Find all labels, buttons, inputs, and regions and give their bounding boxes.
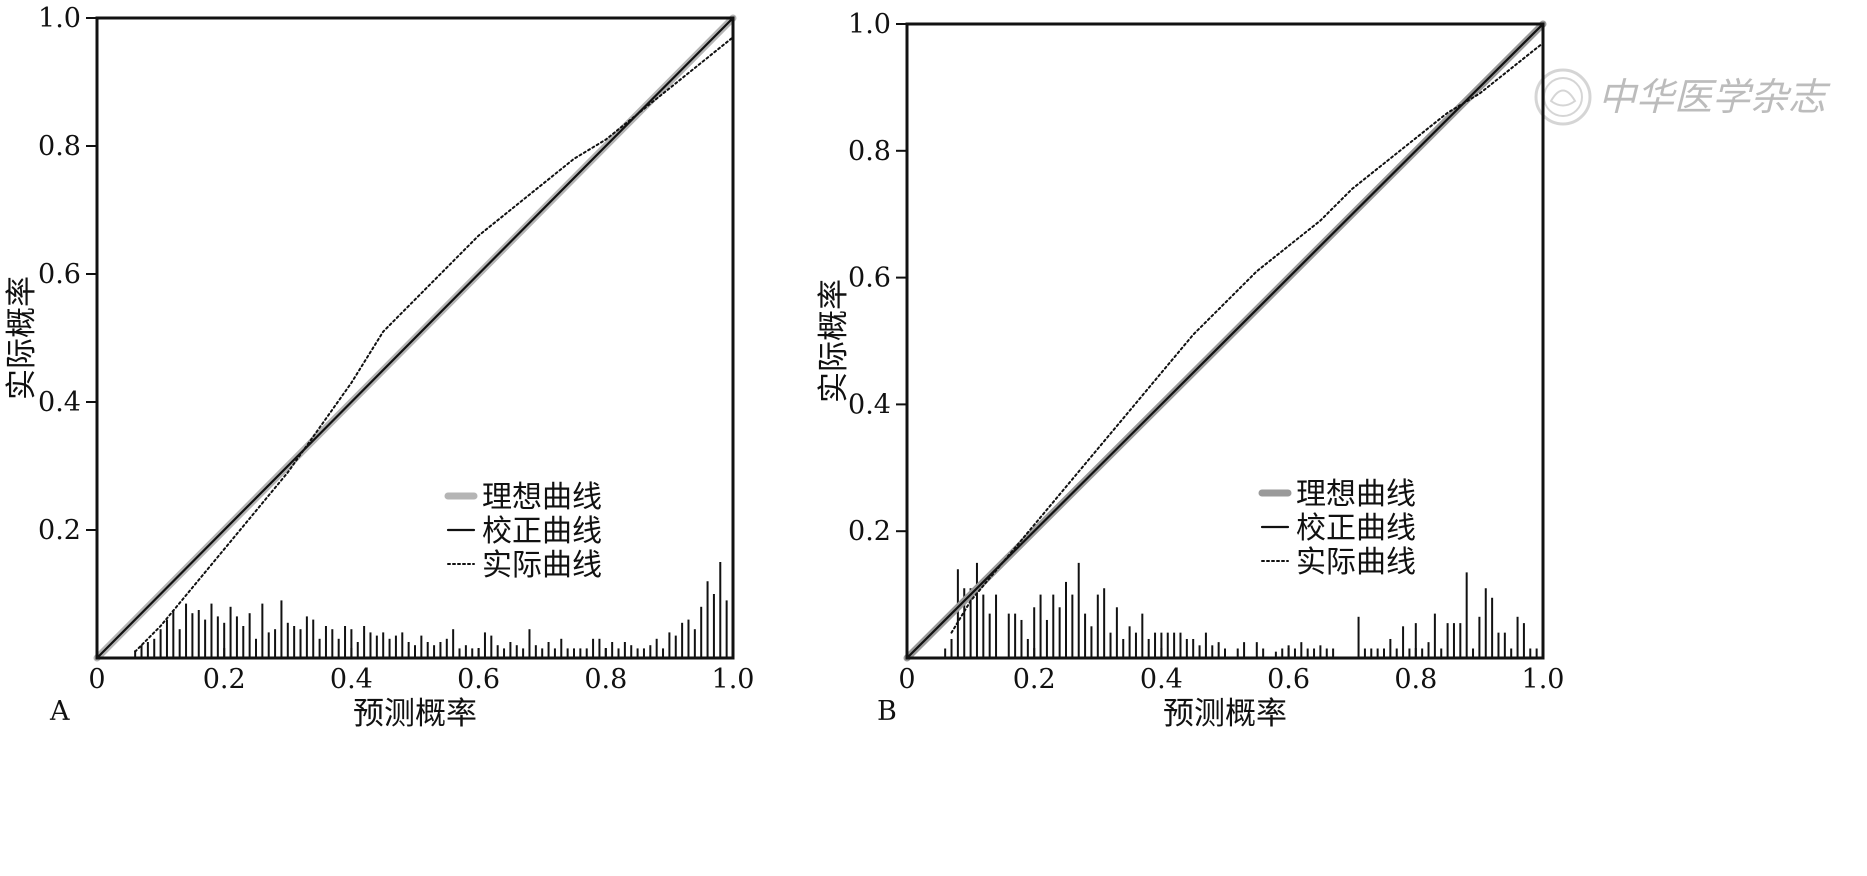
x-axis-label: 预测概率 xyxy=(1163,696,1287,732)
y-tick-label: 0.8 xyxy=(38,131,81,162)
x-tick-label: 0.8 xyxy=(584,664,627,695)
y-tick-label: 0.4 xyxy=(38,387,81,418)
legend-entry: 理想曲线 xyxy=(482,480,602,515)
y-tick-label: 0.8 xyxy=(848,136,891,167)
y-axis-label: 实际概率 xyxy=(4,276,40,400)
legend-entry: 理想曲线 xyxy=(1296,477,1416,512)
plot-frame xyxy=(95,16,735,660)
y-tick-label: 0.6 xyxy=(848,263,891,294)
watermark: 中华医学杂志 xyxy=(1534,68,1831,126)
x-tick-label: 0.4 xyxy=(330,664,373,695)
x-tick-label: 0 xyxy=(88,664,105,695)
series-line-1 xyxy=(905,22,1545,660)
y-tick-label: 0.2 xyxy=(38,515,81,546)
x-tick-label: 0.6 xyxy=(1267,664,1310,695)
x-tick-label: 0.4 xyxy=(1140,664,1183,695)
y-tick-label: 1.0 xyxy=(38,3,81,34)
plot-frame xyxy=(905,22,1545,660)
x-tick-label: 0.8 xyxy=(1394,664,1437,695)
histogram xyxy=(944,562,1538,658)
chart-panel-a: 0 0.2 0.4 0.6 0.8 1.0 0.2 0.4 0.6 0.8 1.0 预测概率 实际概率 A… xyxy=(4,3,754,732)
x-axis-label: 预测概率 xyxy=(353,696,477,732)
x-tick-label: 0.6 xyxy=(457,664,500,695)
x-tick-label: 1.0 xyxy=(1522,664,1565,695)
x-tick-label: 0.2 xyxy=(1013,664,1056,695)
watermark-text: 中华医学杂志 xyxy=(1598,75,1831,119)
legend-entry: 实际曲线 xyxy=(482,548,602,583)
y-tick-label: 0.2 xyxy=(848,516,891,547)
panel-label: B xyxy=(877,696,897,727)
series-line-2 xyxy=(134,36,734,653)
chart-panel-b: 0 0.2 0.4 0.6 0.8 1.0 0.2 0.4 0.6 0.8 1.0 预测概率 实际概率 B… xyxy=(816,9,1564,732)
x-tick-label: 1.0 xyxy=(712,664,755,695)
y-tick-label: 0.4 xyxy=(848,389,891,420)
x-tick-label: 0.2 xyxy=(203,664,246,695)
histogram xyxy=(134,562,728,658)
legend-entry: 校正曲线 xyxy=(482,514,602,549)
x-tick-label: 0 xyxy=(898,664,915,695)
panel-label: A xyxy=(49,696,70,727)
series-line-2 xyxy=(950,42,1544,634)
y-tick-label: 1.0 xyxy=(848,9,891,40)
legend-entry: 实际曲线 xyxy=(1296,545,1416,580)
series-line-1 xyxy=(95,16,735,660)
y-tick-label: 0.6 xyxy=(38,259,81,290)
y-axis-label: 实际概率 xyxy=(816,279,852,403)
journal-seal-icon xyxy=(1534,68,1592,126)
legend-entry: 校正曲线 xyxy=(1296,511,1416,546)
